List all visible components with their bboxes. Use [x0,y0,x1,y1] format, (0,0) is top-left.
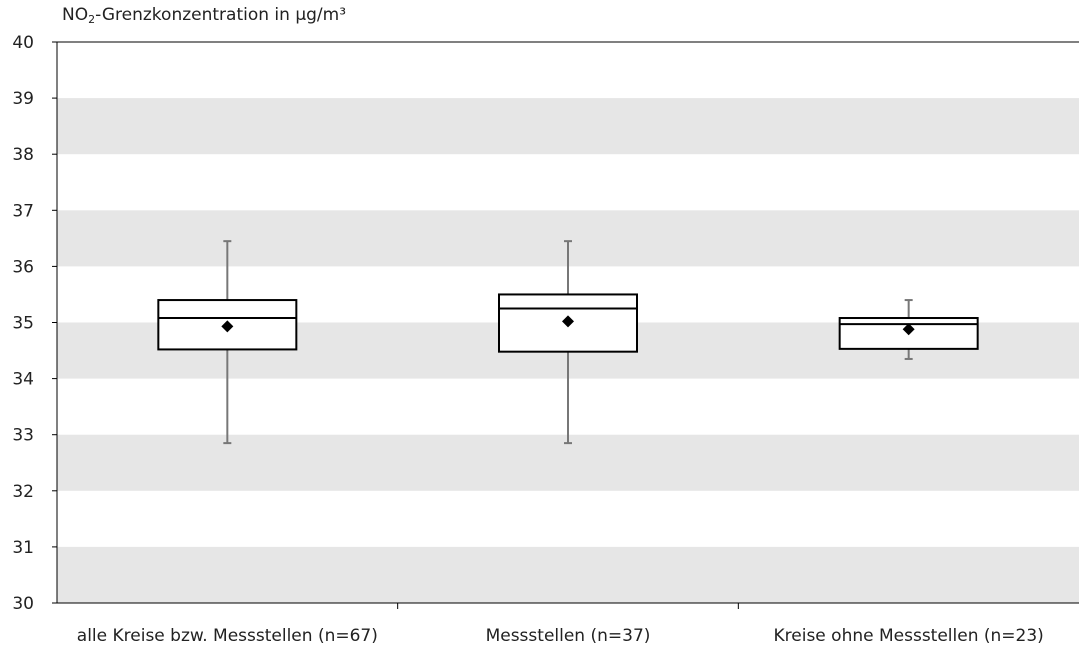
grid-band [57,98,1079,155]
y-axis-title-suffix: -Grenzkonzentration in µg/m³ [95,5,347,25]
y-tick-label: 39 [12,89,34,109]
y-tick-label: 35 [12,314,34,334]
y-tick-label: 38 [12,145,34,165]
y-tick-label: 32 [12,482,34,502]
x-category-label: Messstellen (n=37) [486,626,651,646]
mean-marker [221,320,234,333]
mean-marker [902,323,915,336]
y-axis-title-prefix: NO [62,5,89,25]
y-tick-label: 33 [12,426,34,446]
y-tick-label: 40 [12,33,34,53]
y-axis-title: NO2-Grenzkonzentration in µg/m³ [62,5,346,26]
y-tick-label: 34 [12,370,34,390]
mean-marker [562,315,574,328]
x-category-label: alle Kreise bzw. Messstellen (n=67) [77,626,378,646]
x-category-label: Kreise ohne Messstellen (n=23) [774,626,1044,646]
y-tick-label: 36 [12,257,34,277]
grid-band [57,546,1079,603]
y-tick-label: 30 [12,594,34,614]
y-axis-title-subscript: 2 [88,13,96,26]
y-tick-label: 31 [12,538,34,558]
y-tick-label: 37 [12,201,34,221]
